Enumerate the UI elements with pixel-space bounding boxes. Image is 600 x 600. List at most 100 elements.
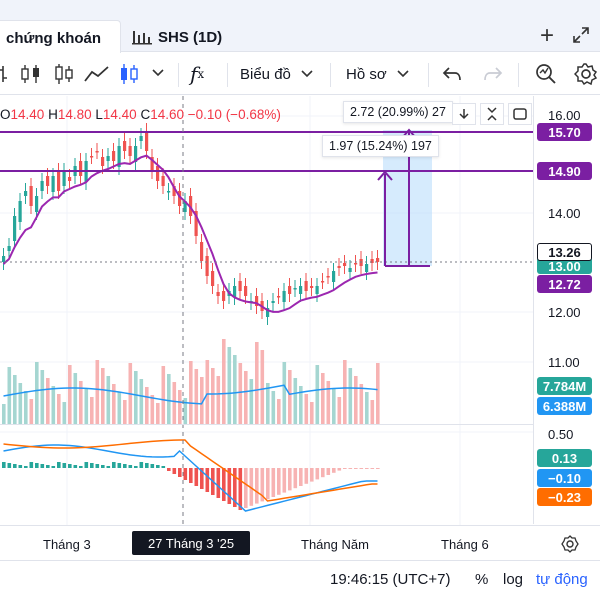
volume-bar <box>238 363 243 424</box>
volume-bar <box>2 404 6 424</box>
scroll-down-button[interactable] <box>452 103 476 125</box>
maximize-pane-button[interactable] <box>508 103 532 125</box>
clock[interactable]: 19:46:15 (UTC+7) <box>330 571 451 588</box>
candle-body <box>112 151 116 161</box>
redo-icon[interactable] <box>483 65 503 83</box>
volume-bar <box>310 402 314 424</box>
macd-hist-bar <box>68 464 72 468</box>
candle-body <box>95 151 99 153</box>
candle-body <box>134 146 138 162</box>
macd-hist-bar <box>238 468 243 510</box>
low-label: L <box>95 107 103 122</box>
price-tick: 11.00 <box>548 355 580 370</box>
crosshair-price-tag: 13.26 <box>537 243 592 261</box>
macd-hist-bar <box>79 466 83 468</box>
volume-bar <box>222 339 226 424</box>
macd-hist-bar <box>29 462 34 468</box>
volume-bar <box>260 350 265 424</box>
candle-body <box>106 156 110 161</box>
volume-bar <box>211 368 215 424</box>
macd-hist-bar <box>348 468 353 469</box>
high-label: H <box>48 107 58 122</box>
selected-candles-icon[interactable] <box>118 63 140 85</box>
macd-hist-bar <box>277 468 281 495</box>
volume-bar <box>51 386 56 424</box>
candle-body <box>205 256 209 276</box>
price-chart[interactable] <box>0 96 533 526</box>
chevron-down-icon[interactable] <box>152 69 164 77</box>
macd-hist-bar <box>57 462 61 468</box>
profile-label: Hồ sơ <box>346 65 387 83</box>
macd-hist-bar <box>183 468 188 480</box>
expand-icon[interactable] <box>572 26 590 44</box>
macd-hist-bar <box>172 468 177 474</box>
macd-hist-bar <box>46 465 50 468</box>
macd-hist-bar <box>376 468 380 469</box>
volume-bar <box>183 398 188 424</box>
chart-icon <box>132 31 152 45</box>
symbol-label[interactable]: SHS (1D) <box>158 29 223 46</box>
candle-body <box>194 211 198 236</box>
volume-bar <box>24 391 28 424</box>
candle-body <box>266 308 270 317</box>
volume-bar <box>304 394 309 424</box>
volume-bar <box>266 383 270 424</box>
candle-body <box>150 157 154 171</box>
macd-hist-bar <box>354 468 358 469</box>
chart-tab[interactable]: chứng khoán <box>0 20 121 53</box>
macd-hist-bar <box>299 468 303 486</box>
volume-bar <box>134 371 138 424</box>
candle-body <box>271 301 275 303</box>
macd-hist-bar <box>310 468 314 482</box>
status-bar: 19:46:15 (UTC+7) % log tự động <box>0 560 600 600</box>
hollow-candles-icon[interactable] <box>53 63 75 85</box>
candle-body <box>172 186 176 196</box>
line-chart-icon[interactable] <box>84 65 110 83</box>
change-value: −0.10 (−0.68%) <box>187 107 281 122</box>
macd-hist-bar <box>370 468 375 469</box>
macd-hist-bar <box>200 468 204 489</box>
toolbar-divider <box>428 63 429 87</box>
chart-type-dropdown[interactable]: Biểu đồ <box>240 53 313 95</box>
volume-ma-line <box>3 384 378 405</box>
macd-hist-bar <box>271 468 276 497</box>
volume-bar <box>139 379 144 424</box>
time-label: Tháng Năm <box>301 537 369 552</box>
bars-icon[interactable] <box>0 64 12 84</box>
candle-body <box>277 296 281 298</box>
alert-search-icon[interactable] <box>534 61 558 87</box>
time-axis[interactable]: Tháng 3 27 Tháng 3 '25 Tháng Năm Tháng 6 <box>0 525 600 560</box>
undo-icon[interactable] <box>442 65 462 83</box>
candle-body <box>216 292 220 296</box>
candle-body <box>343 263 347 266</box>
signal-tag: −0.23 <box>537 488 592 506</box>
gear-icon[interactable] <box>561 535 579 553</box>
log-toggle[interactable]: log <box>503 571 524 588</box>
profile-dropdown[interactable]: Hồ sơ <box>346 53 409 95</box>
candle-body <box>255 296 259 306</box>
candle-body <box>310 286 314 288</box>
collapse-button[interactable] <box>480 103 504 125</box>
candle-body <box>348 268 352 272</box>
volume-bar <box>271 391 276 424</box>
auto-scale-toggle[interactable]: tự động <box>536 571 588 588</box>
macd-hist-bar <box>337 468 342 471</box>
add-tab-button[interactable]: + <box>540 22 555 49</box>
macd-hist-bar <box>123 464 127 468</box>
percent-toggle[interactable]: % <box>475 571 489 588</box>
volume-bar <box>359 384 364 424</box>
candle-body <box>156 166 160 181</box>
gear-icon[interactable] <box>574 62 598 86</box>
candle-body <box>2 256 6 262</box>
macd-hist-bar <box>134 466 138 468</box>
candles-icon[interactable] <box>20 64 42 84</box>
collapse-icon <box>487 107 497 121</box>
low-value: 14.40 <box>102 107 137 122</box>
toolbar-divider <box>227 63 228 87</box>
signal-line <box>3 439 378 502</box>
volume-bar <box>337 397 342 424</box>
volume-bar <box>282 362 287 424</box>
crosshair-date-tag: 27 Tháng 3 '25 <box>132 531 250 555</box>
